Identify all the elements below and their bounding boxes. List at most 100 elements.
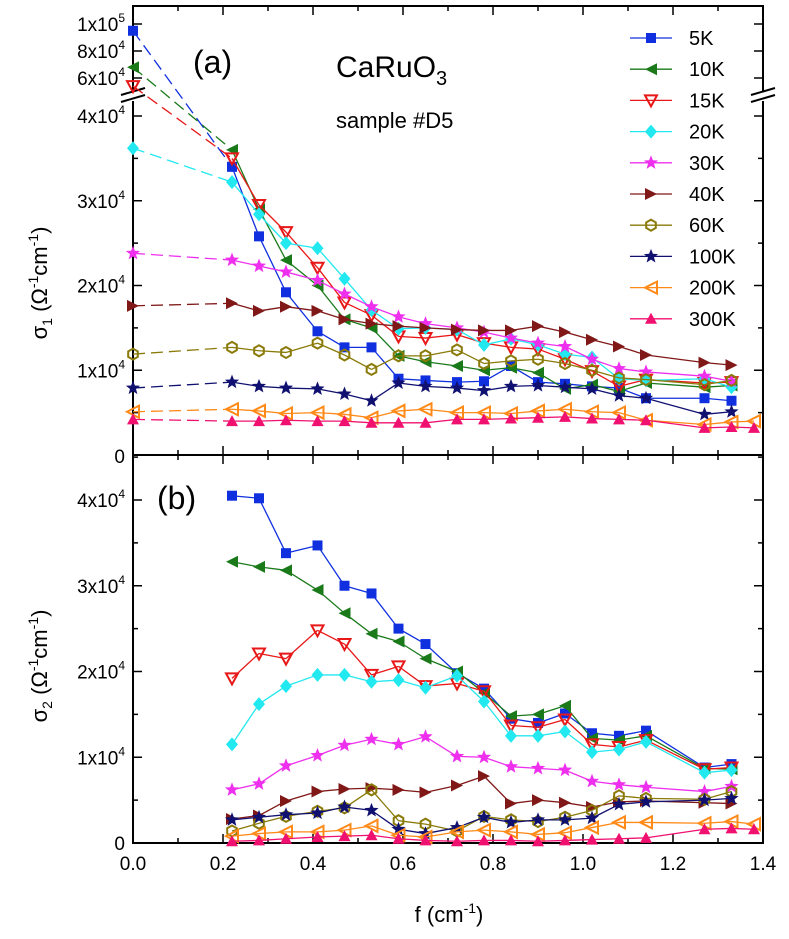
- data-point: [532, 708, 544, 721]
- y-tick-label-a: 1x104: [77, 357, 125, 382]
- x-tick-label: 0.6: [390, 854, 416, 875]
- data-point: [613, 832, 625, 844]
- series-30k-a: [125, 245, 739, 388]
- data-point: [532, 835, 544, 847]
- series-line-segment: [132, 85, 233, 159]
- data-point: [479, 683, 489, 694]
- axis-break-mark: [750, 87, 776, 96]
- data-point: [251, 198, 267, 214]
- series-line-segment: [645, 730, 705, 769]
- data-point: [391, 309, 406, 323]
- legend-label: 300K: [689, 309, 736, 331]
- data-point: [226, 340, 238, 355]
- data-point: [698, 356, 711, 369]
- series-line-segment: [132, 147, 233, 183]
- data-point: [125, 380, 141, 395]
- data-point: [611, 361, 627, 375]
- series-line-segment: [564, 838, 593, 842]
- data-point: [697, 784, 712, 798]
- x-title-close: ): [476, 902, 483, 927]
- y-tick-label-b: 4x104: [77, 487, 125, 512]
- data-point: [530, 760, 546, 775]
- data-point: [726, 395, 737, 406]
- data-point: [475, 822, 491, 838]
- data-point: [311, 785, 324, 798]
- data-point: [640, 831, 652, 843]
- data-point: [392, 832, 405, 844]
- series-line-segment: [371, 809, 399, 830]
- x-tick-label: 1.4: [750, 854, 777, 875]
- series-line-segment: [564, 416, 593, 420]
- series-line-segment: [425, 839, 458, 842]
- data-point: [638, 779, 654, 794]
- series-line-segment: [645, 828, 705, 839]
- legend-marker: [645, 63, 657, 76]
- data-point: [339, 342, 350, 353]
- data-point: [503, 378, 519, 393]
- data-point: [127, 299, 139, 312]
- series-line-segment: [645, 382, 705, 388]
- data-point: [610, 814, 626, 831]
- data-point: [479, 376, 489, 387]
- legend-marker: [643, 248, 659, 263]
- data-point: [557, 762, 573, 777]
- data-point: [640, 734, 652, 749]
- data-point: [559, 834, 571, 846]
- data-point: [338, 607, 351, 620]
- legend-item-15k: 15K: [630, 90, 725, 112]
- data-point: [419, 321, 432, 334]
- data-point: [478, 770, 490, 783]
- series-100k-b: [224, 790, 739, 840]
- data-point: [391, 736, 406, 751]
- data-point: [503, 814, 519, 829]
- data-point: [253, 344, 265, 358]
- series-line-segment: [258, 213, 287, 244]
- data-point: [419, 786, 432, 799]
- data-point: [280, 832, 292, 844]
- series-line-segment: [370, 593, 400, 630]
- series-line-segment: [285, 836, 318, 840]
- data-point: [280, 794, 292, 807]
- data-point: [311, 304, 324, 317]
- data-point: [613, 742, 625, 757]
- data-point: [337, 386, 352, 400]
- data-point: [419, 416, 432, 428]
- series-line-segment: [231, 181, 260, 215]
- series-line-segment: [371, 789, 399, 822]
- data-point: [278, 226, 294, 241]
- data-point: [312, 326, 323, 337]
- legend-marker: [645, 312, 657, 324]
- data-point: [586, 833, 598, 845]
- data-point: [365, 317, 378, 330]
- data-point: [251, 776, 267, 790]
- data-point: [278, 758, 294, 772]
- data-point: [127, 347, 139, 361]
- data-point: [393, 623, 404, 634]
- data-point: [419, 349, 432, 363]
- series-line-segment: [258, 765, 287, 785]
- data-point: [451, 668, 463, 683]
- series-line-segment: [564, 705, 593, 739]
- data-point: [611, 796, 627, 811]
- x-tick-label: 0.2: [210, 854, 236, 875]
- series-line-segment: [645, 371, 705, 377]
- series-line-segment: [456, 755, 485, 758]
- data-point: [530, 721, 546, 736]
- series-line-segment: [132, 302, 233, 307]
- data-point: [532, 728, 544, 743]
- data-point: [227, 161, 237, 172]
- y-tick-label-a: 2x104: [77, 273, 125, 298]
- data-point: [584, 738, 600, 753]
- series-line-segment: [285, 291, 319, 332]
- y-tick-label-b: 0: [114, 834, 125, 855]
- y-tick-label-a: 3x104: [77, 188, 125, 213]
- data-point: [224, 152, 240, 167]
- data-point: [338, 415, 351, 427]
- data-point: [364, 393, 379, 407]
- series-line-segment: [704, 426, 732, 429]
- legend-item-10k: 10K: [630, 59, 725, 81]
- data-point: [311, 804, 324, 818]
- data-point: [640, 348, 652, 361]
- y-title-a-mid: cm: [27, 246, 52, 275]
- data-point: [224, 812, 240, 826]
